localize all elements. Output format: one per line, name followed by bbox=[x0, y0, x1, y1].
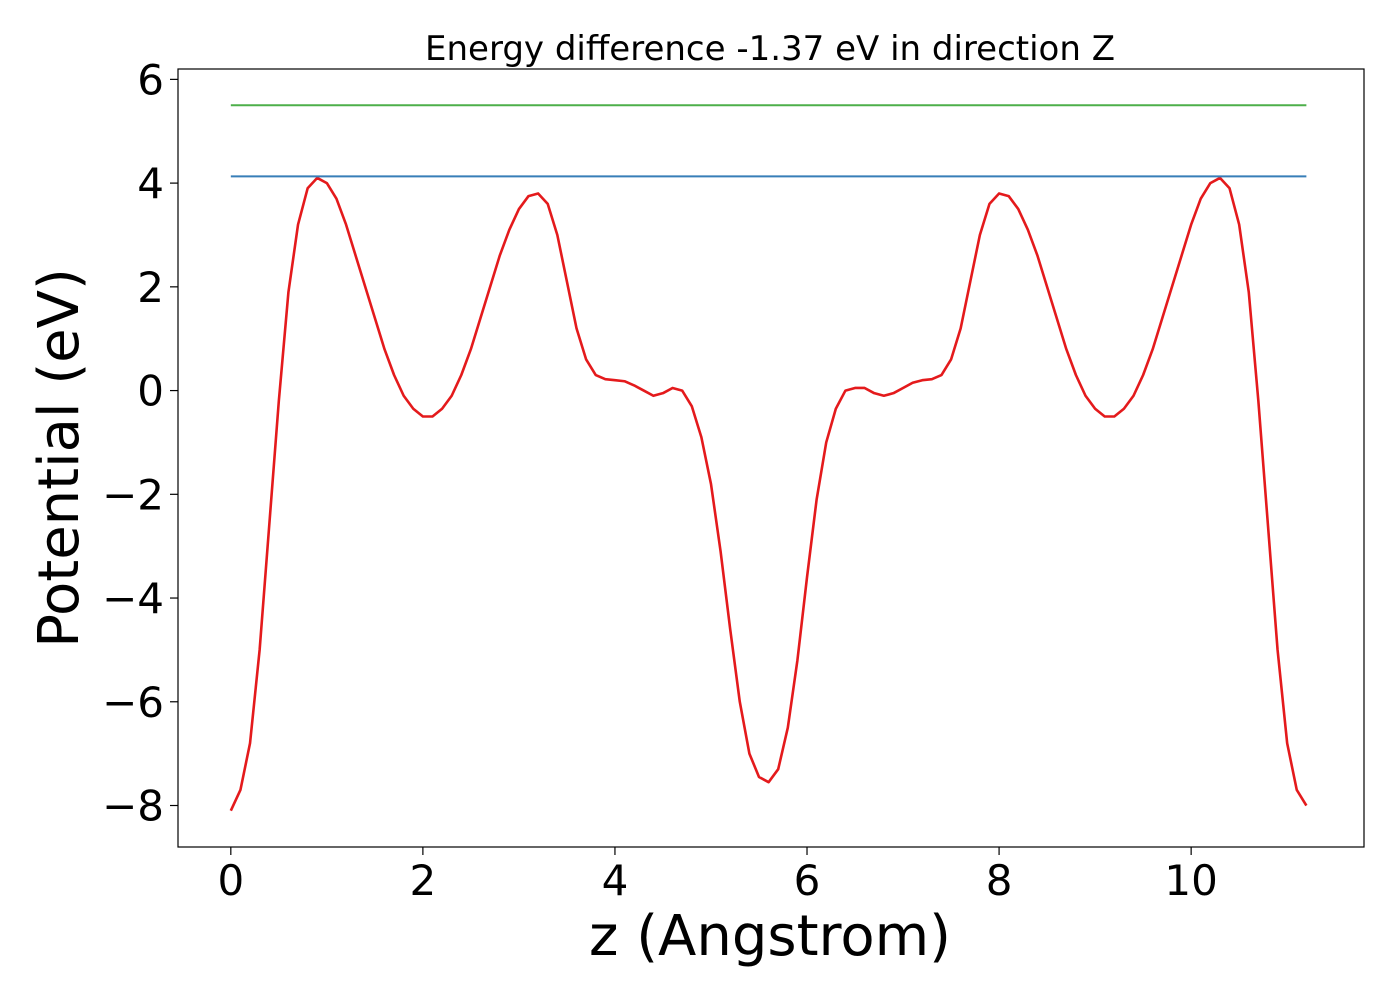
y-tick-label: −6 bbox=[102, 678, 164, 727]
chart-title: Energy difference -1.37 eV in direction … bbox=[425, 29, 1115, 69]
x-tick-label: 0 bbox=[217, 856, 244, 905]
x-tick-label: 8 bbox=[986, 856, 1013, 905]
y-tick-label: 0 bbox=[137, 367, 164, 416]
plot-area-frame bbox=[177, 68, 1365, 848]
y-tick-label: −4 bbox=[102, 574, 164, 623]
series-line-0 bbox=[229, 176, 1308, 812]
x-axis-ticks: 0 2 4 6 8 10 bbox=[217, 847, 1218, 905]
y-axis-ticks: −8 −6 −4 −2 0 2 4 6 bbox=[102, 55, 178, 831]
x-tick-label: 6 bbox=[794, 856, 821, 905]
x-tick-label: 2 bbox=[410, 856, 437, 905]
y-tick-label: −8 bbox=[102, 782, 164, 831]
y-tick-label: 4 bbox=[137, 159, 164, 208]
y-axis-label: Potential (eV) bbox=[27, 268, 92, 648]
y-tick-label: 6 bbox=[137, 55, 164, 104]
x-axis-label: z (Angstrom) bbox=[589, 904, 951, 969]
series-layer bbox=[229, 104, 1308, 812]
y-tick-label: 2 bbox=[137, 263, 164, 312]
x-tick-label: 4 bbox=[602, 856, 629, 905]
y-tick-label: −2 bbox=[102, 470, 164, 519]
x-tick-label: 10 bbox=[1164, 856, 1217, 905]
